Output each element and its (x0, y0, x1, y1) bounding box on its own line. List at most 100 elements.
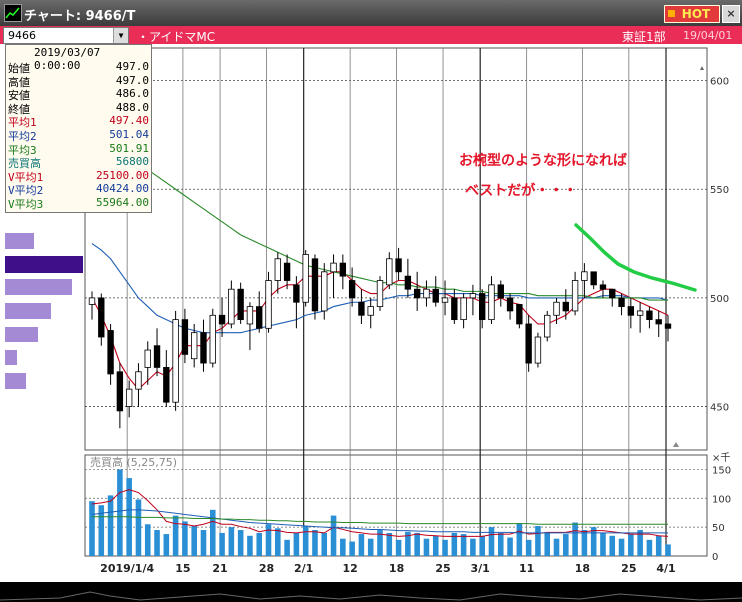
candle-body (376, 280, 384, 307)
volume-bar (191, 525, 197, 556)
info-row-value: 488.0 (115, 100, 149, 114)
x-tick-label: 4/1 (656, 562, 675, 575)
x-tick-label: 18 (389, 562, 404, 575)
candle-body (339, 262, 347, 277)
candle-body (107, 330, 114, 375)
candle-body (209, 314, 216, 364)
candle-body (423, 288, 430, 299)
candle-body (367, 306, 374, 316)
price-tick-label: 450 (710, 403, 729, 414)
volume-bar (470, 538, 476, 556)
volume-tick-label: 150 (712, 465, 731, 476)
volume-bar (117, 469, 123, 556)
candle-body (544, 314, 551, 338)
volume-bar (628, 534, 634, 556)
info-row: 売買高 56800 (8, 155, 150, 170)
volume-unit-label: ×千 (712, 452, 730, 464)
candle-body (460, 297, 467, 321)
info-row-label: 平均1 (8, 116, 37, 130)
candle-body (181, 319, 189, 355)
volume-bar (237, 530, 244, 556)
ohlc-info-box: 2019/03/07 0:00:00 始値 497.0 高値 497.0 安値 486.0… (5, 44, 152, 213)
info-row: V平均3 55964.00 (8, 196, 150, 211)
volume-bar (637, 530, 643, 556)
candle-body (479, 293, 486, 321)
overview-strip[interactable] (0, 582, 742, 602)
candle-body (321, 271, 328, 312)
chart-app-icon (4, 4, 22, 22)
candle-body (413, 288, 421, 299)
x-axis-strip (85, 557, 707, 577)
volume-bar (312, 530, 318, 556)
vbp-bar (5, 233, 34, 249)
annotation-curve (574, 223, 697, 292)
candle-body (497, 284, 504, 299)
info-row-value: 501.91 (109, 141, 149, 155)
info-row-label: V平均2 (8, 184, 44, 198)
x-tick-label: 18 (575, 562, 590, 575)
candle-body (636, 310, 644, 316)
info-row-value: 501.04 (109, 128, 149, 141)
info-row-value: 56800 (115, 155, 149, 169)
volume-bar (423, 538, 430, 556)
code-combobox[interactable]: 9466 ▼ (3, 27, 129, 44)
volume-bar (349, 541, 355, 556)
volume-bar (275, 528, 281, 556)
info-row-value: 486.0 (115, 87, 149, 101)
candle-body (441, 297, 449, 303)
info-date: 2019/03/07 0:00:00 (34, 46, 101, 72)
volume-bar (507, 537, 513, 556)
stock-name: ・アイドマMC (137, 30, 216, 44)
vbp-bar (5, 327, 38, 342)
volume-bar (525, 539, 532, 556)
candle-body (451, 297, 458, 321)
info-row: 平均2 501.04 (8, 128, 150, 143)
info-row: V平均1 25100.00 (8, 168, 150, 184)
info-row-value: 40424.00 (96, 182, 149, 196)
candle-body (125, 388, 133, 407)
market-label: 東証1部 (622, 30, 666, 44)
info-row-label: 安値 (8, 89, 30, 103)
candle-body (655, 319, 662, 325)
x-tick-label: 3/1 (471, 562, 490, 575)
code-value[interactable]: 9466 (8, 29, 36, 42)
candle-body (237, 288, 244, 321)
candle-body (191, 332, 198, 360)
hot-button[interactable]: HOT (664, 5, 720, 23)
candle-body (358, 301, 365, 316)
info-row-label: 終値 (8, 102, 30, 116)
info-row: 平均1 497.40 (8, 114, 150, 130)
volume-bar (256, 532, 263, 556)
scroll-handle-icon (673, 442, 679, 447)
price-tick-label: 500 (710, 294, 729, 305)
volume-bar (646, 539, 653, 556)
volume-bar (284, 539, 290, 556)
candle-body (404, 275, 412, 290)
info-row-label: 平均3 (8, 143, 37, 157)
vbp-bar-highlight (5, 256, 83, 273)
candle-body (348, 280, 356, 299)
volume-bar (451, 532, 458, 556)
window-title: チャート: 9466/T (24, 9, 136, 24)
info-row-value: 25100.00 (96, 168, 149, 182)
title-bar: チャート: 9466/T HOT × (0, 0, 742, 27)
volume-bar (488, 527, 495, 556)
candle-body (311, 258, 319, 312)
vbp-bar (5, 279, 72, 295)
code-bar: 9466 ▼ ・アイドマMC 東証1部 19/04/01 (0, 26, 742, 44)
candle-body (618, 297, 625, 307)
x-tick-label: 11 (519, 562, 534, 575)
volume-bar (228, 527, 235, 556)
volume-bar (553, 538, 560, 556)
volume-bar (479, 535, 485, 556)
close-button[interactable]: × (722, 5, 740, 23)
candle-body (590, 271, 597, 286)
volume-bar (432, 535, 439, 556)
annotation-line-1: お椀型のような形になれば (459, 153, 627, 169)
volume-bar (655, 535, 662, 556)
vbp-bar (5, 373, 26, 389)
chevron-down-icon[interactable]: ▼ (113, 28, 128, 43)
volume-bar (209, 509, 216, 556)
annotation-line-2: ベストだが・・・ (465, 183, 578, 199)
